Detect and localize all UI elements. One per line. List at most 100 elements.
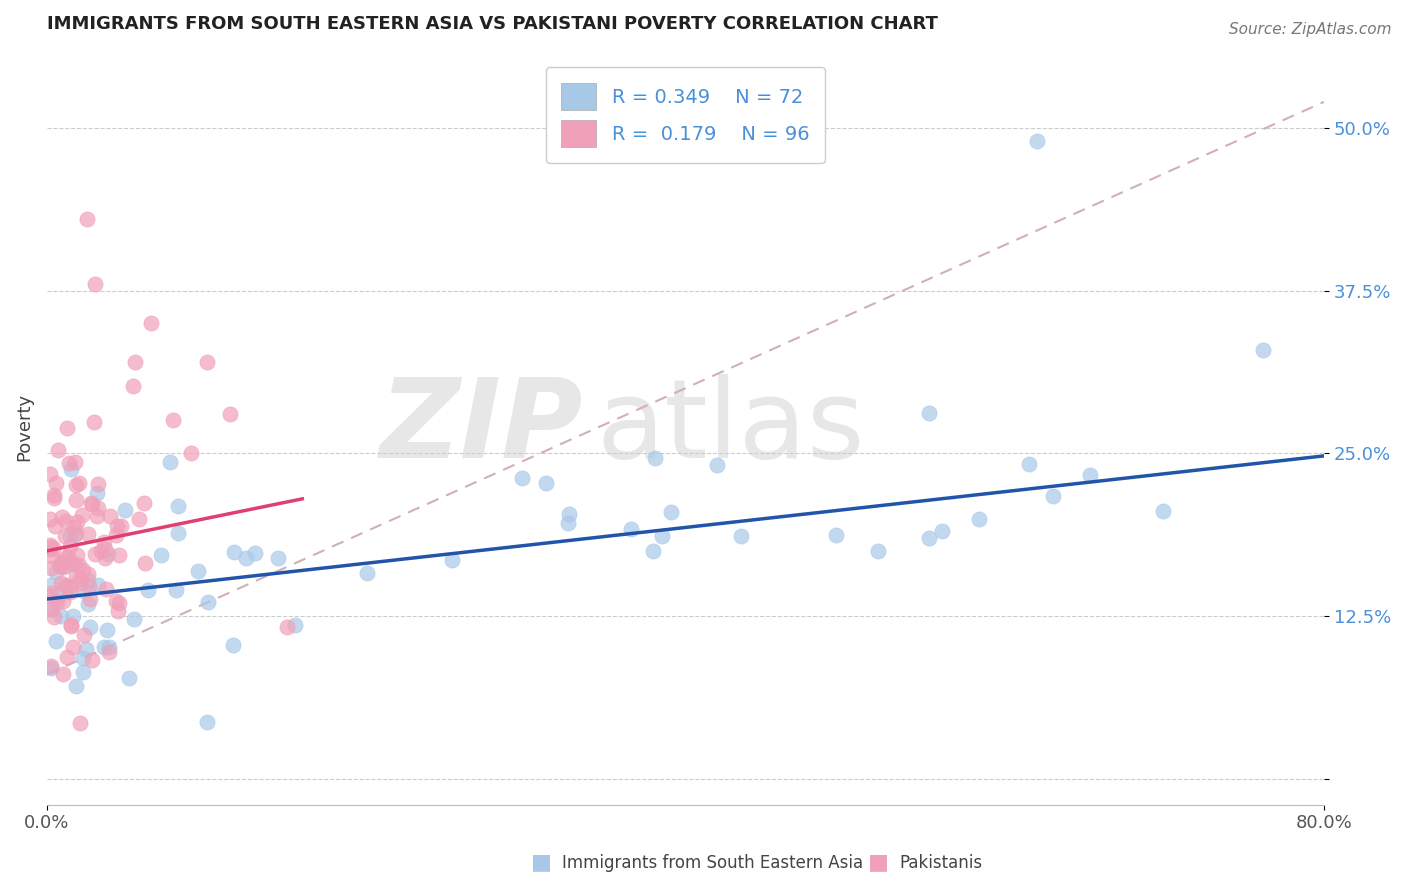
- Point: [440, 553, 463, 567]
- Point: [44, 488, 66, 502]
- Point: [162, 412, 184, 426]
- Point: [132, 495, 155, 509]
- Point: [52, 667, 75, 681]
- Point: [39, 658, 62, 673]
- Point: [620, 522, 643, 536]
- Point: [65, 569, 87, 583]
- Point: [72, 651, 94, 665]
- Point: [180, 446, 202, 460]
- Point: [98, 508, 121, 523]
- Point: [65, 525, 87, 540]
- Point: [644, 451, 666, 466]
- Text: Pakistanis: Pakistanis: [900, 855, 983, 872]
- Point: [641, 544, 664, 558]
- Point: [136, 582, 159, 597]
- Point: [730, 529, 752, 543]
- Point: [108, 596, 131, 610]
- Point: [83, 415, 105, 429]
- Point: [62, 609, 84, 624]
- Point: [59, 618, 82, 632]
- Point: [77, 597, 100, 611]
- Point: [66, 548, 89, 562]
- Point: [39, 601, 62, 615]
- Point: [69, 575, 91, 590]
- Point: [41, 549, 63, 563]
- Point: [1042, 489, 1064, 503]
- Point: [197, 595, 219, 609]
- Point: [534, 475, 557, 490]
- Point: [51, 509, 73, 524]
- Point: [134, 556, 156, 570]
- Point: [118, 671, 141, 685]
- Point: [41, 578, 63, 592]
- Point: [1251, 343, 1274, 357]
- Point: [56, 421, 79, 435]
- Point: [52, 555, 75, 569]
- Point: [86, 477, 108, 491]
- Y-axis label: Poverty: Poverty: [15, 393, 32, 461]
- Point: [86, 500, 108, 515]
- Point: [65, 455, 87, 469]
- Point: [39, 542, 62, 557]
- Point: [49, 576, 72, 591]
- Point: [80, 495, 103, 509]
- Point: [55, 549, 77, 564]
- Point: [114, 502, 136, 516]
- Point: [59, 540, 82, 554]
- Point: [165, 583, 187, 598]
- Point: [105, 593, 128, 607]
- Text: ZIP: ZIP: [380, 374, 583, 481]
- Point: [86, 508, 108, 523]
- Point: [76, 212, 98, 227]
- Point: [706, 458, 728, 472]
- Point: [1152, 503, 1174, 517]
- Point: [70, 508, 93, 522]
- Point: [65, 516, 87, 530]
- Point: [52, 594, 75, 608]
- Point: [41, 541, 63, 555]
- Point: [39, 661, 62, 675]
- Point: [97, 640, 120, 654]
- Point: [651, 529, 673, 543]
- Point: [65, 558, 87, 573]
- Point: [76, 526, 98, 541]
- Point: [139, 316, 162, 330]
- Point: [105, 528, 128, 542]
- Point: [60, 462, 83, 476]
- Point: [124, 611, 146, 625]
- Point: [243, 546, 266, 560]
- Point: [39, 538, 62, 552]
- Point: [83, 277, 105, 291]
- Point: [49, 555, 72, 569]
- Point: [52, 560, 75, 574]
- Point: [93, 640, 115, 654]
- Text: atlas: atlas: [596, 374, 865, 481]
- Point: [65, 493, 87, 508]
- Point: [59, 528, 82, 542]
- Point: [187, 564, 209, 578]
- Point: [105, 519, 128, 533]
- Point: [53, 529, 76, 543]
- Point: [149, 548, 172, 562]
- Point: [60, 617, 83, 632]
- Point: [48, 588, 70, 602]
- Point: [58, 456, 80, 470]
- Point: [110, 519, 132, 533]
- Point: [224, 545, 246, 559]
- Point: [39, 586, 62, 600]
- Point: [53, 559, 76, 574]
- Point: [79, 579, 101, 593]
- Point: [80, 497, 103, 511]
- Text: Immigrants from South Eastern Asia: Immigrants from South Eastern Asia: [562, 855, 863, 872]
- Point: [866, 544, 889, 558]
- Point: [510, 471, 533, 485]
- Point: [67, 558, 90, 572]
- Point: [55, 514, 77, 528]
- Point: [86, 485, 108, 500]
- Point: [124, 355, 146, 369]
- Point: [65, 528, 87, 542]
- Point: [73, 583, 96, 598]
- Point: [94, 551, 117, 566]
- Point: [107, 604, 129, 618]
- Point: [53, 578, 76, 592]
